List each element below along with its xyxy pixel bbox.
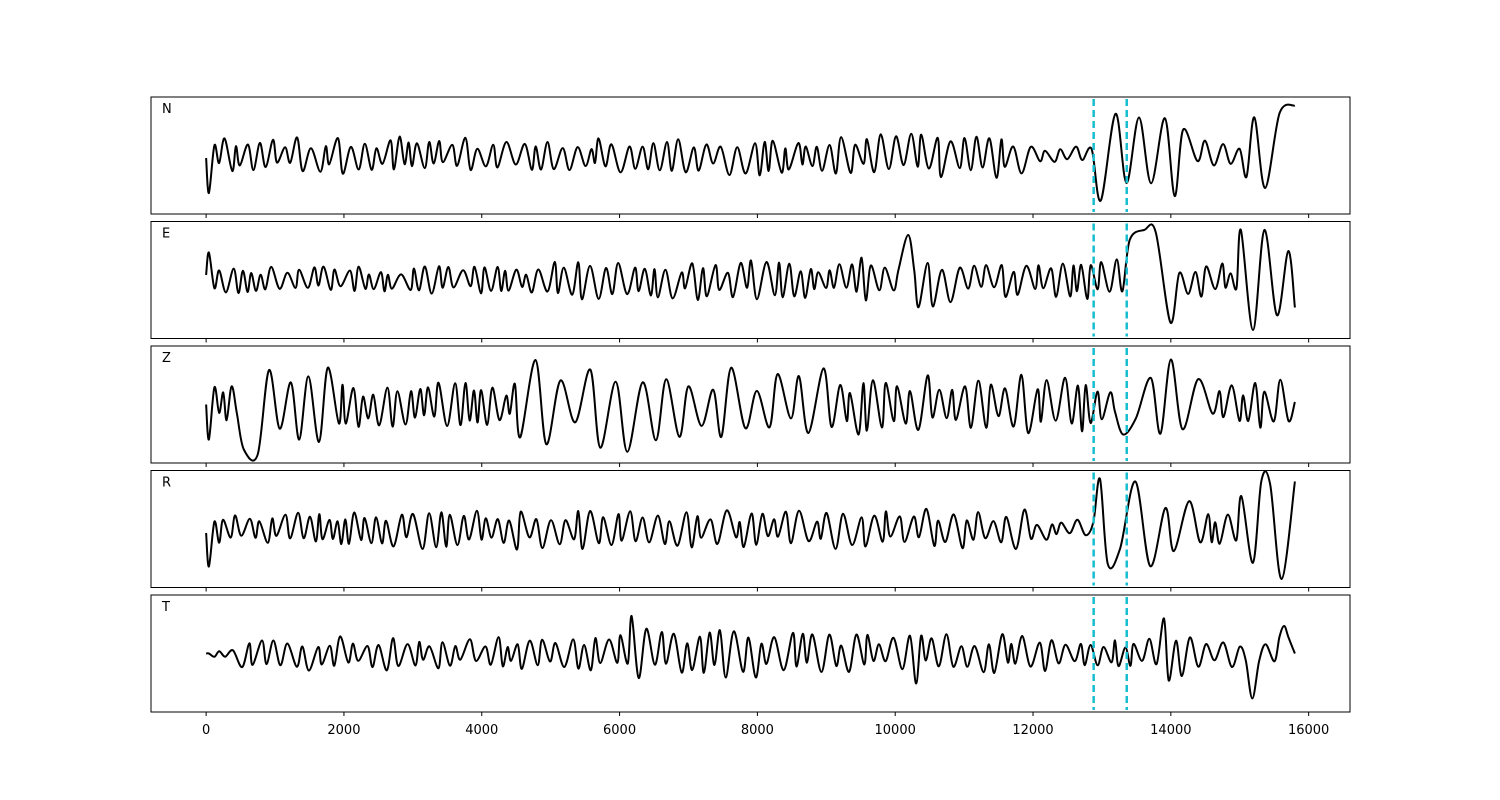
channel-label: N: [162, 102, 172, 117]
panel-frame: [150, 470, 1351, 588]
trace-n: [205, 103, 1296, 202]
panel-r: R: [150, 470, 1351, 592]
x-tick-label: 12000: [1012, 723, 1053, 738]
x-axis: 0 2000 4000 6000 8000 10000 12000 14000 16000: [202, 723, 1329, 738]
trace-t: [206, 614, 1296, 700]
trace-r: [205, 470, 1296, 581]
x-tick-label: 8000: [741, 723, 774, 738]
panel-frame: [150, 96, 1351, 215]
trace-z: [205, 358, 1296, 462]
panel-z: Z: [150, 345, 1351, 467]
trace-e: [205, 223, 1296, 331]
panel-frame: [150, 594, 1351, 713]
x-tick-label: 16000: [1288, 723, 1329, 738]
x-tick-label: 10000: [875, 723, 916, 738]
x-tick-label: 0: [202, 723, 210, 738]
channel-label: R: [162, 476, 171, 491]
x-tick-label: 2000: [327, 723, 360, 738]
panel-t: T: [150, 594, 1351, 716]
panel-n: N: [150, 96, 1351, 218]
panel-e: E: [150, 221, 1351, 343]
panel-frame: [150, 221, 1351, 339]
channel-label: Z: [162, 351, 171, 366]
panel-frame: [150, 345, 1351, 464]
panels-layer: N E Z R T: [150, 96, 1351, 716]
x-tick-label: 6000: [603, 723, 636, 738]
x-tick-label: 4000: [465, 723, 498, 738]
channel-label: T: [161, 600, 170, 615]
x-tick-label: 14000: [1150, 723, 1191, 738]
channel-label: E: [162, 227, 170, 242]
